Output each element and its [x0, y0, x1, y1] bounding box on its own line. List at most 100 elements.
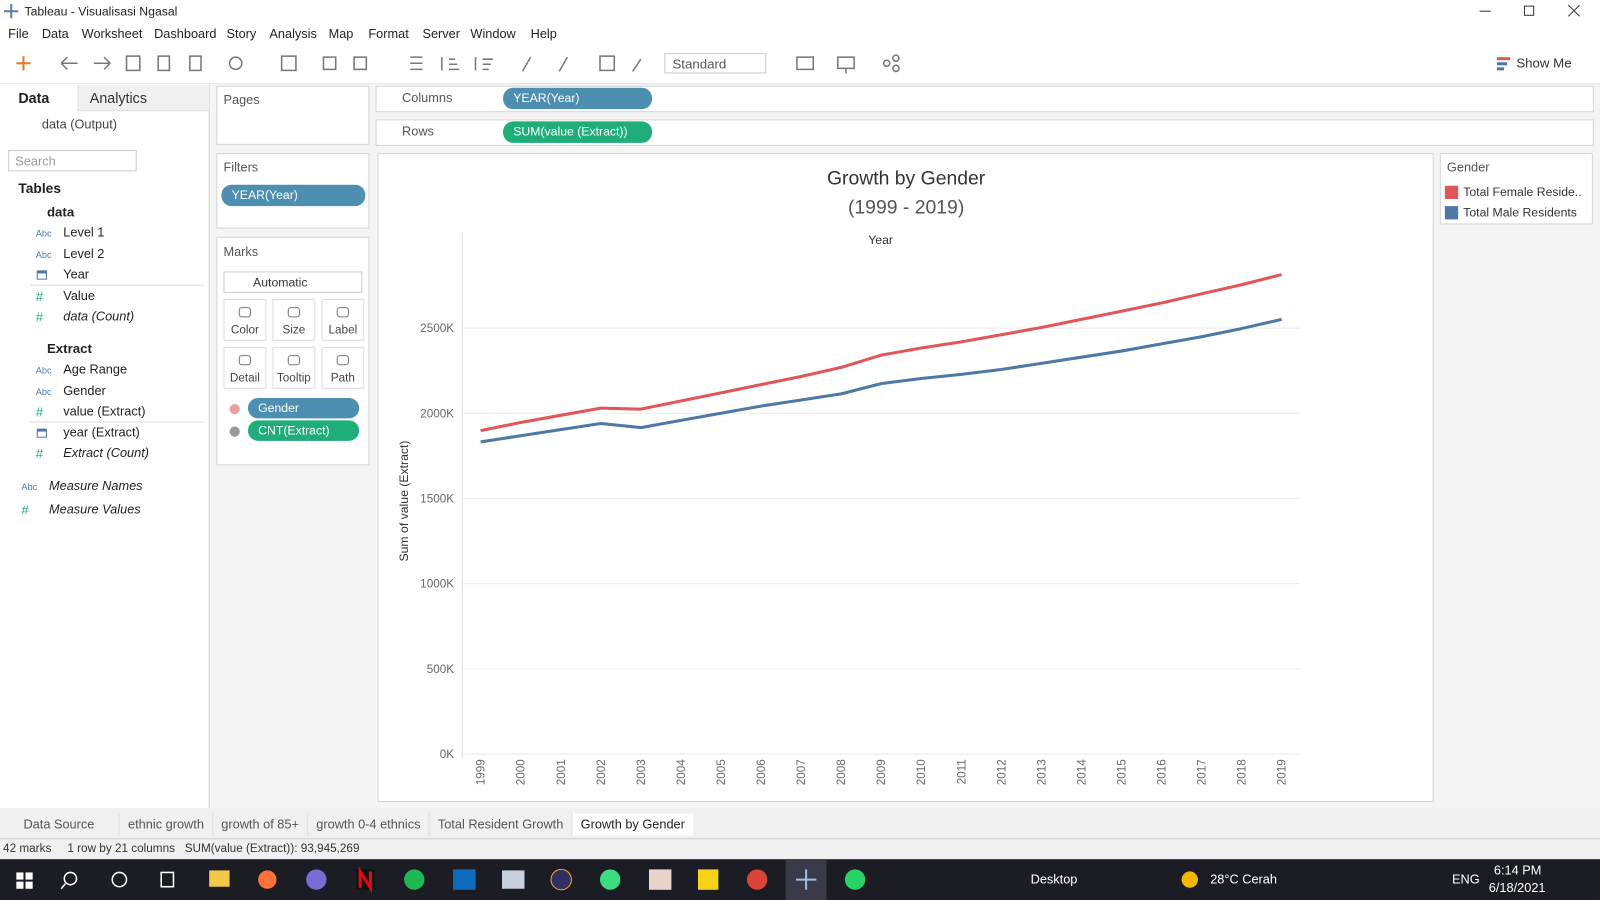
filter-pill[interactable]: YEAR(Year) [221, 184, 366, 207]
field[interactable]: Measure Values [48, 501, 141, 516]
field[interactable]: Year [63, 267, 90, 282]
y-tick-label: 0K [440, 748, 455, 761]
fit-dropdown[interactable]: Standard [664, 53, 767, 74]
mark-button[interactable] [223, 298, 267, 341]
chart: Growth by Gender (1999 - 2019) Year Sum of … [377, 153, 1434, 803]
taskbar-desktop[interactable]: Desktop [1030, 872, 1078, 887]
field[interactable]: Extract (Count) [63, 445, 150, 461]
menu-item[interactable]: Map [328, 26, 354, 41]
pane-tab-label[interactable]: Analytics [89, 89, 147, 107]
mark-button-label[interactable]: Size [282, 324, 306, 337]
sheet-tab-active[interactable]: Growth by Gender [571, 813, 694, 836]
x-tick-label: 2009 [875, 759, 888, 785]
tables-heading: Tables [18, 180, 61, 196]
chart-title: Growth by Gender [827, 168, 986, 190]
mark-button-label[interactable]: Label [328, 324, 358, 337]
table-name[interactable]: data [46, 204, 75, 220]
mark-pill[interactable]: CNT(Extract) [247, 420, 360, 441]
legend-label[interactable]: Total Female Reside.. [1463, 184, 1582, 199]
mark-icon [336, 307, 349, 318]
menu-item[interactable]: Dashboard [154, 26, 217, 41]
pages-card [216, 85, 370, 145]
field-type: Abc [21, 481, 38, 492]
mark-button-label[interactable]: Path [330, 372, 355, 385]
pane-tab[interactable] [77, 84, 210, 112]
mark-icon [287, 307, 300, 318]
taskbar-date: 6/18/2021 [1488, 880, 1546, 895]
menu-item[interactable]: Window [470, 26, 516, 41]
pages-title: Pages [223, 92, 260, 108]
field[interactable]: year (Extract) [63, 424, 140, 440]
field[interactable]: value (Extract) [63, 404, 146, 419]
menu-item[interactable]: Server [422, 26, 461, 41]
x-tick-label: 2006 [755, 759, 768, 785]
mark-pill[interactable]: Gender [247, 397, 360, 419]
taskbar-time[interactable]: 6:14 PM [1493, 863, 1542, 878]
mark-button[interactable] [321, 346, 365, 389]
y-axis-title: Sum of value (Extract) [397, 441, 411, 562]
pane-tab-label[interactable]: Data [18, 89, 50, 107]
menu-item[interactable]: Data [41, 26, 69, 41]
data-source[interactable]: data (Output) [41, 117, 117, 132]
taskbar-lang[interactable]: ENG [1452, 872, 1480, 887]
menu-item[interactable]: Story [226, 26, 257, 41]
mark-button[interactable] [272, 298, 316, 341]
mark-button[interactable] [272, 346, 316, 389]
chart-subtitle: (1999 - 2019) [848, 196, 964, 218]
mark-icon [238, 307, 252, 318]
table-name[interactable]: Extract [46, 340, 92, 357]
x-tick-label: 2010 [915, 759, 928, 786]
x-tick-label: 2018 [1236, 759, 1249, 786]
sheet-tab[interactable]: growth of 85+ [212, 813, 307, 836]
field[interactable]: Gender [63, 383, 106, 398]
field[interactable]: Value [63, 288, 95, 303]
status-text: 42 marks [3, 842, 52, 856]
mark-button[interactable] [223, 346, 267, 389]
shelf-label: Rows [402, 124, 434, 139]
mark-button[interactable] [321, 298, 365, 341]
x-tick-label: 2013 [1035, 759, 1048, 785]
field-type: Abc [35, 365, 52, 376]
mark-button-label[interactable]: Color [230, 324, 259, 337]
menu-item[interactable]: Help [530, 26, 557, 41]
shelf-pill[interactable]: SUM(value (Extract)) [503, 121, 653, 143]
pane-tab-active [0, 84, 78, 112]
sheet-tab[interactable]: ethnic growth [118, 813, 212, 836]
legend-label[interactable]: Total Male Residents [1463, 205, 1577, 220]
menu-item[interactable]: File [8, 26, 29, 41]
y-tick-label: 1000K [420, 578, 454, 591]
field[interactable]: data (Count) [63, 309, 135, 324]
legend-card [1439, 153, 1593, 225]
field-type: Abc [35, 386, 52, 397]
separator [30, 420, 205, 422]
menu-item[interactable]: Analysis [269, 26, 317, 41]
x-tick-label: 2012 [995, 759, 1008, 785]
x-tick-label: 2007 [795, 759, 808, 785]
field-type: Abc [35, 249, 52, 260]
field[interactable]: Level 1 [63, 225, 105, 240]
mark-pill-icon [229, 426, 240, 437]
x-tick-label: 2003 [635, 759, 648, 785]
series-line [480, 317, 1282, 444]
field[interactable]: Level 2 [63, 246, 105, 261]
mark-icon [238, 355, 252, 366]
search-box[interactable]: Search [8, 149, 137, 172]
field[interactable]: Age Range [63, 362, 128, 377]
menu-item[interactable]: Format [368, 26, 409, 41]
shelf-pill[interactable]: YEAR(Year) [503, 87, 653, 110]
x-tick-label: 2015 [1116, 759, 1129, 786]
sheet-tab[interactable]: Data Source [23, 817, 95, 832]
mark-button-label[interactable]: Tooltip [276, 372, 311, 385]
show-me[interactable]: Show Me [1516, 55, 1572, 71]
mark-type[interactable]: Automatic [223, 271, 363, 293]
mark-button-label[interactable]: Detail [229, 372, 260, 385]
field[interactable]: Measure Names [48, 478, 143, 493]
sheet-tab[interactable]: Total Resident Growth [428, 813, 572, 836]
sheet-tab[interactable]: growth 0-4 ethnics [307, 813, 429, 836]
menu-item[interactable]: Worksheet [81, 26, 143, 41]
field-type: # [35, 309, 44, 325]
series-line [480, 273, 1283, 433]
taskbar-weather[interactable]: 28°C Cerah [1210, 872, 1277, 887]
mark-icon [287, 355, 300, 366]
